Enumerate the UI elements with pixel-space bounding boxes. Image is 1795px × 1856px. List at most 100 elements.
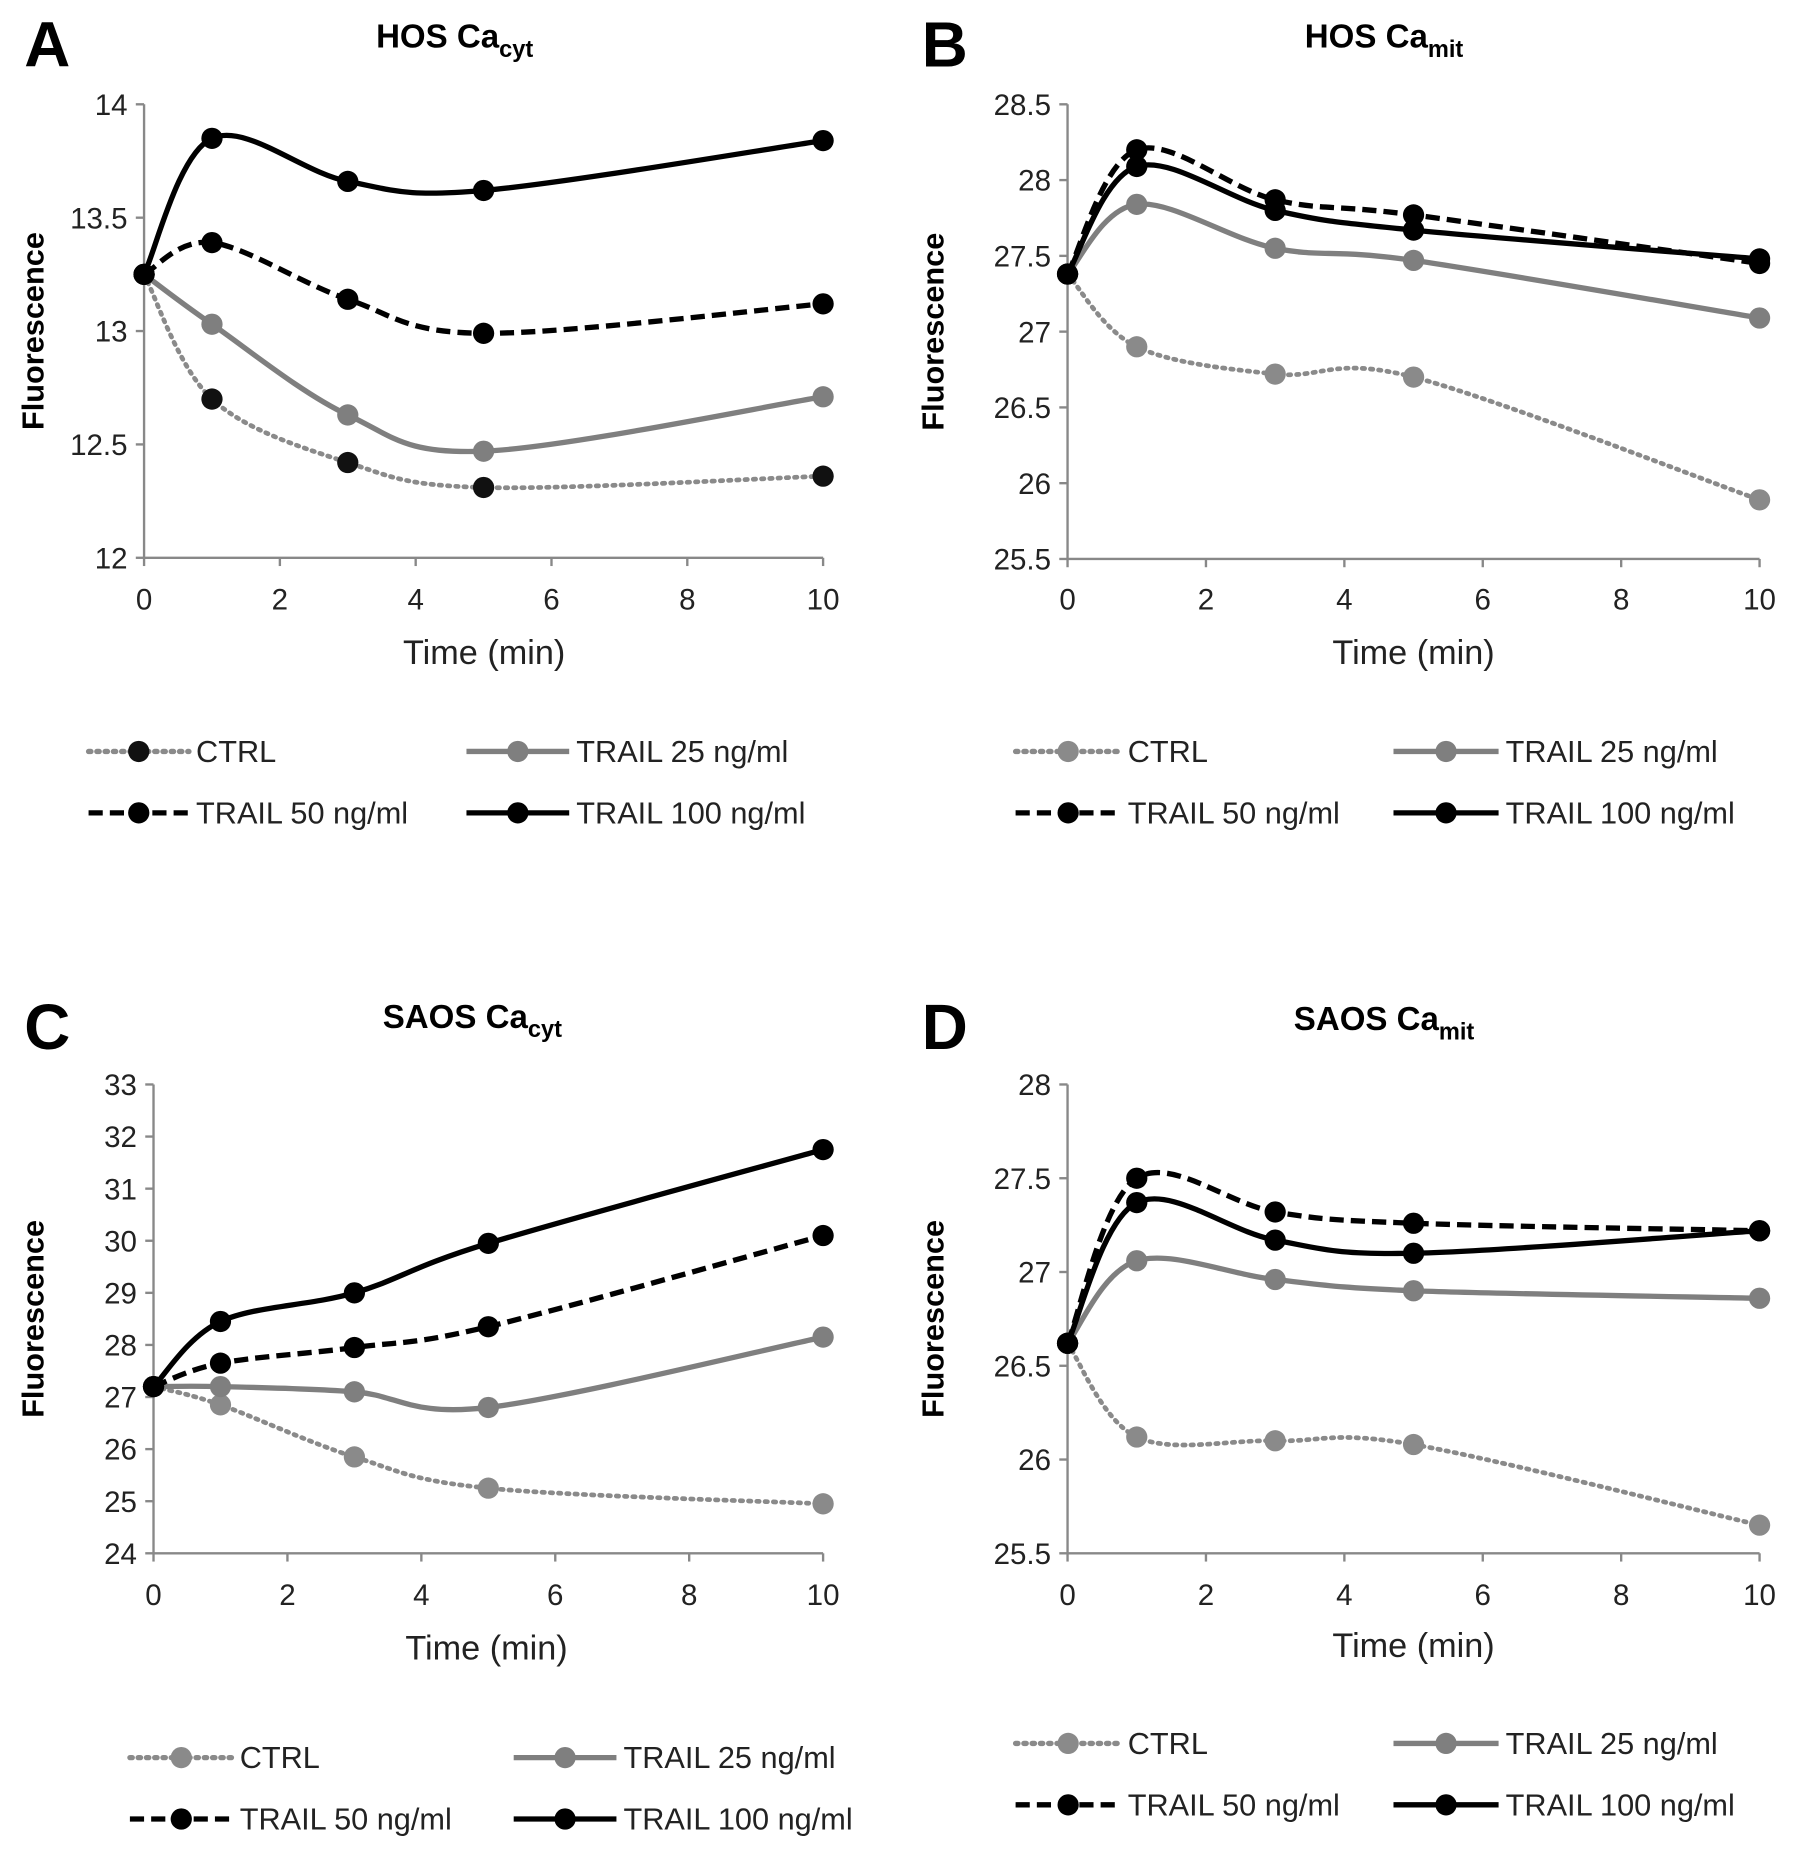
data-point [337, 404, 359, 426]
data-point [343, 1381, 366, 1403]
legend-item: TRAIL 50 ng/ml [88, 795, 408, 830]
y-tick-label: 27 [1018, 316, 1051, 349]
legend-label: TRAIL 100 ng/ml [1506, 1787, 1735, 1822]
data-point [201, 313, 223, 335]
y-axis-label: Fluorescence [916, 233, 951, 431]
x-tick-label: 0 [145, 1579, 161, 1612]
chart-title-main: HOS Ca [1305, 19, 1429, 56]
legend-marker [170, 1808, 192, 1830]
legend-item: TRAIL 100 ng/ml [1393, 1787, 1735, 1822]
chart-title-subscript: cyt [528, 1017, 562, 1043]
x-tick-label: 4 [1336, 1579, 1352, 1612]
y-tick-label: 12.5 [70, 429, 127, 462]
x-axis-label: Time (min) [1332, 1627, 1494, 1665]
legend-label: CTRL [1128, 1726, 1208, 1761]
legend-item: CTRL [127, 1740, 320, 1775]
x-tick-label: 8 [1613, 1579, 1629, 1612]
data-point [812, 1493, 834, 1515]
legend-marker [507, 740, 529, 763]
data-point [472, 440, 495, 462]
y-axis-label: Fluorescence [16, 232, 51, 430]
panel-letter: D [922, 991, 968, 1063]
chart-title-subscript: mit [1428, 37, 1464, 63]
legend-label: TRAIL 50 ng/ml [1128, 1787, 1340, 1822]
y-tick-label: 24 [104, 1538, 137, 1571]
data-point [1264, 1430, 1286, 1452]
data-point [1126, 139, 1148, 161]
y-tick-label: 28 [1018, 1069, 1051, 1102]
data-point [812, 1224, 834, 1247]
data-point [1264, 237, 1286, 259]
data-point [477, 1232, 499, 1254]
x-tick-label: 6 [543, 584, 559, 617]
data-point [812, 129, 834, 152]
series-trail-100-ng-ml [133, 127, 834, 285]
data-point [343, 1282, 366, 1304]
x-tick-label: 2 [1198, 1579, 1214, 1612]
data-point [337, 451, 359, 474]
legend-item: TRAIL 25 ng/ml [513, 1740, 836, 1775]
legend-label: TRAIL 25 ng/ml [576, 734, 788, 769]
legend-item: TRAIL 50 ng/ml [1015, 795, 1340, 830]
series-trail-50-ng-ml [142, 1224, 834, 1398]
data-point [812, 386, 834, 408]
legend-item: TRAIL 25 ng/ml [1393, 734, 1718, 769]
data-point [343, 1336, 366, 1359]
legend-marker [170, 1746, 192, 1769]
legend-item: TRAIL 100 ng/ml [513, 1802, 853, 1837]
y-tick-label: 25.5 [994, 544, 1051, 577]
x-tick-label: 2 [1198, 584, 1214, 617]
series-line [1065, 162, 1760, 276]
data-point [1264, 1201, 1286, 1223]
data-point [1126, 1167, 1148, 1189]
x-tick-label: 10 [807, 1579, 840, 1612]
series-ctrl [1056, 1332, 1771, 1536]
x-tick-label: 4 [1336, 584, 1352, 617]
data-point [477, 1316, 499, 1338]
data-point [1402, 249, 1425, 272]
data-point [1402, 1242, 1425, 1264]
legend-item: TRAIL 50 ng/ml [1015, 1787, 1340, 1822]
chart-title: HOS Cacyt [376, 19, 533, 63]
data-point [201, 388, 223, 410]
data-point [1402, 1433, 1425, 1456]
data-point [812, 293, 834, 315]
data-point [1056, 1332, 1079, 1354]
data-point [1748, 1220, 1771, 1242]
legend-marker [1057, 740, 1079, 763]
x-tick-label: 0 [136, 584, 152, 617]
legend-label: TRAIL 25 ng/ml [624, 1740, 836, 1775]
x-tick-label: 6 [1475, 584, 1491, 617]
series-trail-100-ng-ml [1056, 1191, 1771, 1354]
data-point [1264, 1268, 1286, 1291]
series-line [1065, 201, 1761, 321]
data-point [209, 1310, 232, 1333]
legend-marker [1435, 802, 1457, 824]
data-point [1748, 489, 1771, 511]
x-tick-label: 6 [1475, 1579, 1491, 1612]
legend-item: TRAIL 25 ng/ml [1393, 1726, 1718, 1761]
series-ctrl [133, 263, 834, 499]
y-tick-label: 25.5 [994, 1538, 1051, 1571]
x-tick-label: 4 [413, 1579, 429, 1612]
legend-marker [554, 1808, 576, 1830]
legend-item: TRAIL 50 ng/ml [129, 1802, 452, 1837]
data-point [477, 1396, 499, 1419]
y-tick-label: 28 [1018, 165, 1051, 198]
legend-item: CTRL [85, 734, 276, 769]
data-point [337, 288, 359, 310]
data-point [1264, 1229, 1286, 1251]
y-tick-label: 31 [104, 1173, 137, 1206]
data-point [1748, 1514, 1771, 1536]
data-point [133, 263, 155, 285]
data-point [209, 1352, 232, 1374]
series-line [142, 239, 824, 336]
data-point [1402, 1212, 1425, 1234]
panel-letter: B [922, 9, 968, 81]
y-tick-label: 14 [95, 89, 128, 122]
x-tick-label: 2 [279, 1579, 295, 1612]
y-tick-label: 27 [104, 1382, 137, 1415]
data-point [201, 231, 223, 254]
x-tick-label: 8 [679, 584, 695, 617]
